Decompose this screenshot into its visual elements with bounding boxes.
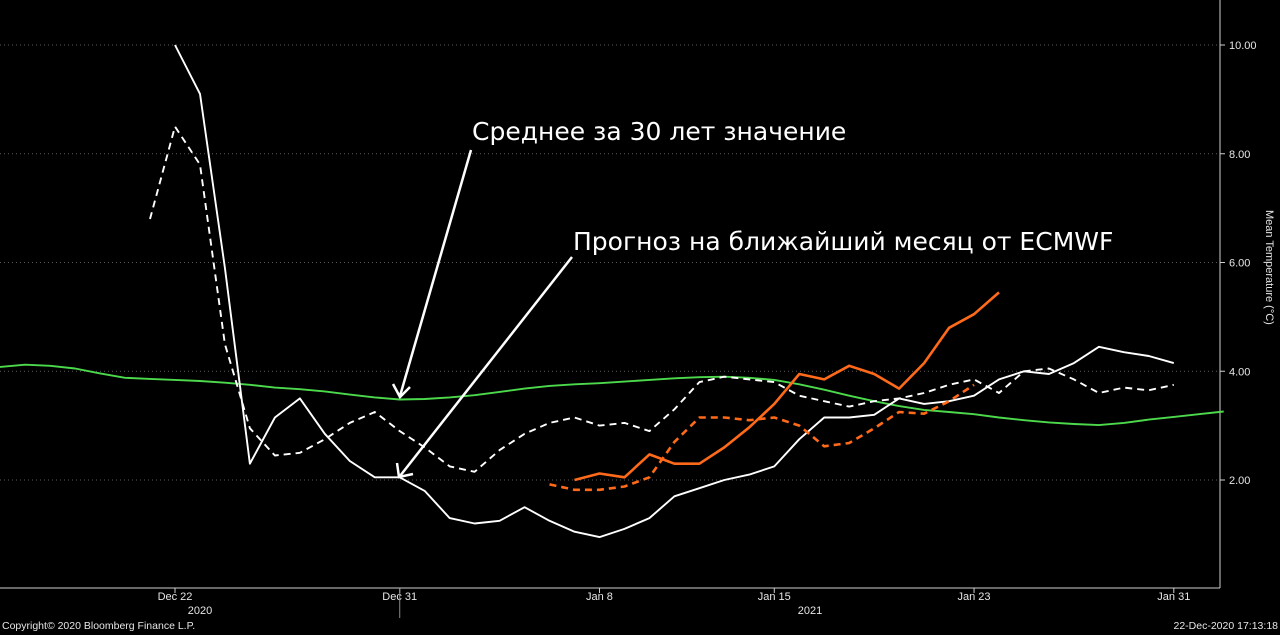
series-line-3	[574, 291, 1000, 482]
year-label-2020: 2020	[188, 605, 212, 617]
y-tick-labels: 10.00 8.00 6.00 4.00 2.00	[1220, 40, 1257, 487]
y-tick-label: 10.00	[1229, 40, 1257, 52]
series-line-2	[149, 125, 1175, 473]
series-line-4	[549, 383, 975, 492]
series-line-0	[0, 363, 1224, 427]
x-tick-labels: Dec 22 Dec 31 Jan 8 Jan 15 Jan 23 Jan 31	[158, 588, 1190, 618]
y-tick-label: 2.00	[1229, 475, 1250, 487]
gridlines	[0, 44, 1220, 481]
y-tick-label: 4.00	[1229, 366, 1250, 378]
year-label-2021: 2021	[798, 605, 822, 617]
y-tick-label: 8.00	[1229, 149, 1250, 161]
annotation-ecmwf-forecast: Прогноз на ближайший месяц от ECMWF	[573, 227, 1113, 256]
y-tick-label: 6.00	[1229, 258, 1250, 270]
x-tick-label: Jan 31	[1157, 591, 1190, 603]
series-group	[0, 44, 1224, 539]
x-tick-label: Dec 22	[158, 591, 193, 603]
x-tick-label: Jan 23	[958, 591, 991, 603]
y-axis-label: Mean Temperature (°C)	[1263, 210, 1275, 325]
annotation-30yr-average: Среднее за 30 лет значение	[472, 117, 846, 146]
timestamp-text: 22-Dec-2020 17:13:18	[1173, 620, 1279, 632]
x-tick-label: Jan 8	[586, 591, 613, 603]
x-tick-label: Jan 15	[758, 591, 791, 603]
series-line-1	[174, 44, 1175, 539]
copyright-text: Copyright© 2020 Bloomberg Finance L.P.	[2, 620, 196, 632]
arrow-ecmwf-forecast	[395, 256, 573, 479]
arrow-30yr-average	[391, 149, 473, 400]
